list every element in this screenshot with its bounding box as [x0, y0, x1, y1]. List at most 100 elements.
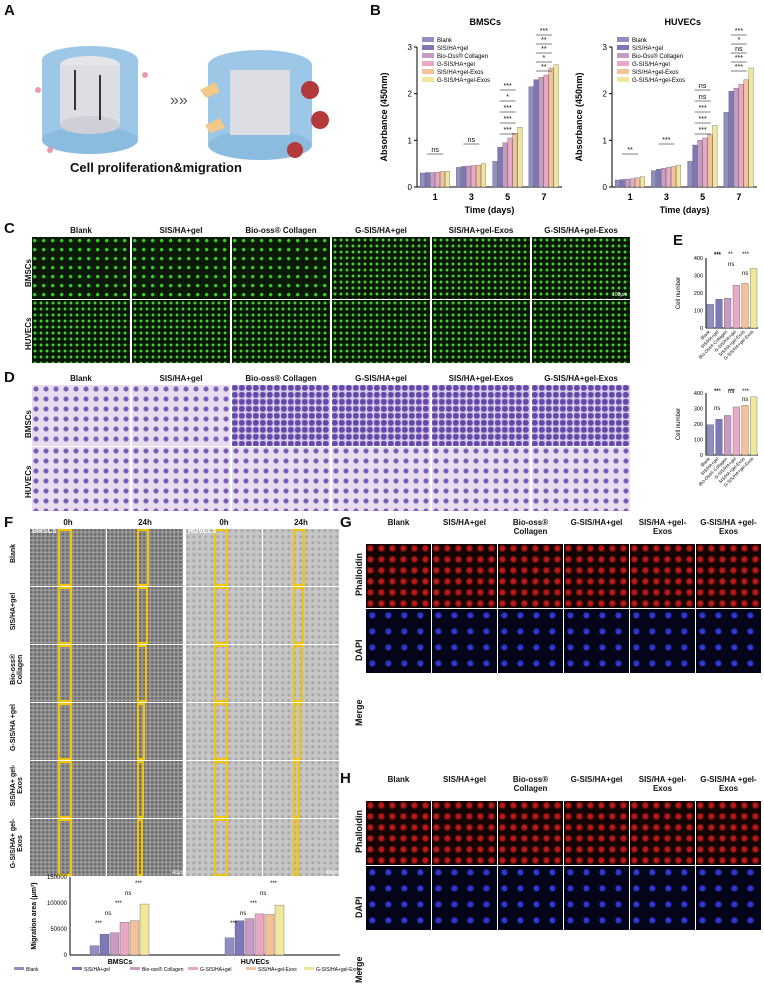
- significance-label: *: [506, 94, 509, 101]
- bar: [492, 161, 498, 188]
- bar: [733, 87, 739, 188]
- confocal-image: [366, 866, 431, 930]
- scratch-assay-image: [186, 529, 262, 586]
- y-tick-label: 3: [603, 43, 608, 52]
- confocal-image: [432, 609, 497, 673]
- confocal-image: [432, 544, 497, 608]
- confocal-image: [498, 931, 563, 995]
- bar: [538, 77, 544, 188]
- panel-c-column-label: Blank: [70, 226, 92, 235]
- scratch-region-outline: [137, 761, 145, 818]
- confocal-image: [696, 609, 761, 673]
- significance-label: **: [728, 252, 733, 258]
- legend-swatch: [617, 77, 629, 82]
- panel-label-c: C: [4, 220, 15, 237]
- bmsc-transwell-image: [132, 385, 230, 446]
- panel-c-column-label: G-SIS/HA+gel-Exos: [544, 226, 618, 235]
- significance-label: ***: [230, 921, 238, 927]
- y-tick-label: 100: [694, 309, 703, 315]
- scratch-region-outline: [293, 587, 304, 644]
- column-label: SIS/HA +gel-Exos: [638, 518, 687, 536]
- row-label: SIS/HA+gel: [10, 592, 17, 631]
- bar: [553, 64, 559, 188]
- panel-label-d: D: [4, 369, 15, 386]
- y-axis-label: Cell number: [676, 408, 682, 440]
- bar: [109, 932, 120, 956]
- time-label: 0h: [63, 518, 73, 527]
- bar: [274, 904, 285, 956]
- y-tick-label: 1: [408, 136, 413, 145]
- panel-d-column-label: Bio-oss® Collagen: [245, 374, 317, 383]
- column-label: G-SIS/HA +gel-Exos: [700, 518, 757, 536]
- scratch-region-outline: [214, 819, 228, 876]
- significance-label: ***: [735, 28, 743, 35]
- confocal-image: [630, 801, 695, 865]
- bar: [702, 137, 708, 188]
- bar: [723, 112, 729, 188]
- confocal-image: [630, 866, 695, 930]
- bar: [706, 424, 714, 456]
- huvec-fluorescence-image: [32, 300, 130, 363]
- cell-type-label: BMSCs: [32, 528, 57, 535]
- legend-swatch: [617, 45, 629, 50]
- row-label: Merge: [354, 956, 364, 983]
- legend-swatch: [617, 61, 629, 66]
- scratch-assay-image: [30, 761, 106, 818]
- huvec-fluorescence-image: [232, 300, 330, 363]
- confocal-image: [696, 544, 761, 608]
- x-axis-label: Time (days): [660, 205, 710, 215]
- legend-swatch: [422, 37, 434, 42]
- significance-label: ns: [728, 389, 734, 395]
- bar: [666, 167, 672, 188]
- scratch-assay-image: [107, 587, 183, 644]
- legend-swatch: [422, 61, 434, 66]
- legend-label: SIS/HA+gel: [84, 967, 110, 973]
- x-tick-label: 1: [628, 192, 633, 202]
- bar: [434, 171, 440, 188]
- confocal-image: [564, 931, 629, 995]
- significance-label: ***: [270, 881, 278, 887]
- scratch-assay-image: [107, 529, 183, 586]
- bar: [254, 913, 265, 956]
- significance-label: ***: [540, 28, 548, 35]
- significance-label: **: [714, 389, 719, 395]
- bar: [528, 86, 534, 188]
- scratch-region-outline: [58, 587, 72, 644]
- bar: [661, 168, 667, 188]
- y-tick-label: 400: [694, 391, 703, 397]
- significance-label: ns: [105, 911, 111, 917]
- scratch-assay-image: [30, 587, 106, 644]
- confocal-image: [366, 931, 431, 995]
- bar: [476, 164, 482, 188]
- bar: [656, 169, 662, 188]
- huvec-transwell-image: [132, 447, 230, 511]
- cell-type-label: HUVECs: [188, 528, 217, 535]
- bar: [456, 167, 462, 188]
- confocal-image: [630, 674, 695, 738]
- bar: [697, 140, 703, 188]
- bar: [715, 298, 723, 329]
- bar: [750, 396, 758, 456]
- schematic-diagram: »»: [35, 46, 329, 160]
- bar: [707, 134, 713, 188]
- significance-label: **: [627, 147, 633, 154]
- bar: [543, 74, 549, 188]
- confocal-image: [366, 544, 431, 608]
- huvec-transwell-image: [432, 447, 530, 511]
- y-tick-label: 400: [694, 256, 703, 262]
- chart-title: HUVECs: [665, 17, 702, 27]
- legend-label: G-SIS/HA+gel-Exos: [632, 78, 685, 84]
- legend-label: SIS/HA+gel: [632, 46, 663, 52]
- panel-d-column-label: Blank: [70, 374, 92, 383]
- y-axis-label: Absorbance (450nm): [574, 72, 584, 161]
- column-label: SIS/HA+gel: [443, 518, 486, 527]
- bar: [461, 166, 467, 188]
- column-label: Bio-oss® Collagen: [512, 518, 549, 536]
- bar: [724, 298, 732, 329]
- migration-area-chart: 0 50000 100000 150000 Migration area (μm²) BM…: [14, 875, 360, 973]
- significance-label: ns: [742, 397, 748, 403]
- significance-label: *: [738, 37, 741, 44]
- legend-label: Bio-Oss® Collagen: [632, 53, 683, 60]
- bar: [129, 920, 140, 956]
- bmsc-transwell-image: [32, 385, 130, 446]
